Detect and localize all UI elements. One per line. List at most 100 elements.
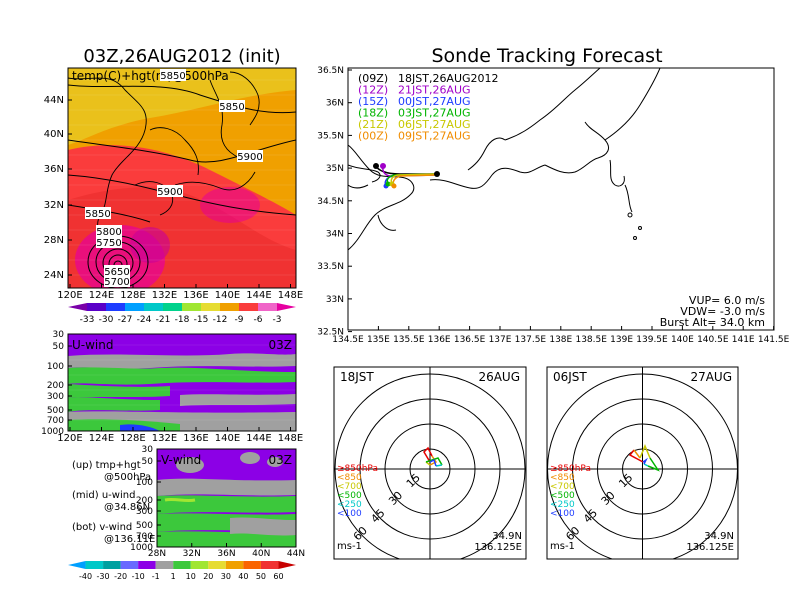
- colorbar-label: -18: [175, 315, 190, 325]
- p-tick-label: 1000: [130, 543, 153, 553]
- lon-tick-label: 136.5E: [454, 335, 486, 345]
- hodo-trace: [429, 455, 438, 466]
- hodo-unit: ms-1: [337, 541, 362, 552]
- hodo-level: <250: [337, 500, 362, 510]
- colorbar-label: -30: [97, 572, 110, 581]
- lon-tick-label: 120E: [57, 290, 82, 301]
- legend-mid: (mid) u-wind: [72, 490, 135, 501]
- colorbar-swatch: [87, 303, 106, 311]
- colorbar-swatch: [190, 561, 209, 569]
- lon-tick-label: 136E: [183, 433, 208, 444]
- lon-tick-label: 140.5E: [697, 335, 729, 345]
- p-tick-label: 700: [47, 416, 64, 426]
- hodo-lat: 34.9N: [492, 531, 522, 542]
- p-tick-label: 200: [136, 496, 153, 506]
- colorbar-label: -27: [118, 315, 133, 325]
- legend-time: 06JST,27AUG: [398, 118, 471, 131]
- track-point: [373, 163, 379, 169]
- p-tick-label: 30: [142, 445, 154, 455]
- p-tick-label: 500: [136, 521, 153, 531]
- launch-point: [434, 171, 440, 177]
- lon-tick-label: 141.5E: [758, 335, 790, 345]
- p-tick-label: 50: [53, 342, 65, 352]
- legend-up2: @500hPa: [104, 472, 151, 483]
- track-point: [385, 181, 391, 187]
- track-panel: (09Z) 18JST,26AUG2012 (12Z) 21JST,26AUG (15Z…: [317, 66, 789, 345]
- lon-tick-label: 137.5E: [515, 335, 547, 345]
- lat-tick-label: 32N: [44, 200, 64, 211]
- contour-label: 5850: [219, 102, 244, 113]
- hodo-level: <100: [337, 509, 362, 519]
- colorbar-label: 40: [238, 572, 248, 581]
- hodo-trace: [429, 458, 437, 467]
- colorbar-label: -9: [235, 315, 244, 325]
- lat-tick-label: 36N: [326, 99, 344, 109]
- lon-tick-label: 139.5E: [636, 335, 668, 345]
- lat-tick-label: 33.5N: [317, 262, 344, 272]
- colorbar-label: -24: [137, 315, 152, 325]
- wind-colorbar: -40 -30 -20 -10 -1 1 10 20 30 40 50 60: [68, 561, 296, 581]
- p-tick-label: 1000: [41, 427, 64, 437]
- vwind-time: 03Z: [269, 453, 293, 467]
- hodo-lat: 34.9N: [704, 531, 734, 542]
- hodo-level: <850: [337, 473, 362, 483]
- lat-tick-label: 36N: [44, 164, 64, 175]
- colorbar-swatch: [277, 303, 296, 311]
- colorbar-swatch: [68, 561, 86, 569]
- lat-tick-label: 44N: [287, 549, 305, 559]
- hodo-time: 18JST: [340, 370, 374, 384]
- contour-label: 5900: [237, 152, 262, 163]
- hodo-date: 27AUG: [690, 370, 732, 384]
- legend-time: 18JST,26AUG2012: [398, 72, 499, 85]
- track-legend: (09Z) 18JST,26AUG2012 (12Z) 21JST,26AUG (15Z…: [358, 72, 499, 143]
- legend-bot2: @136.11E: [104, 534, 155, 545]
- lon-tick-label: 128E: [120, 290, 145, 301]
- lon-tick-label: 120E: [57, 433, 82, 444]
- hodo-trace: [639, 444, 651, 459]
- lat-tick-label: 34N: [326, 230, 344, 240]
- lon-tick-label: 140E: [215, 433, 240, 444]
- colorbar-swatch: [103, 561, 121, 569]
- temp-lon-ticks: 120E 124E 128E 132E 136E 140E 144E 148E: [57, 284, 303, 301]
- hodo-trace: [425, 457, 443, 466]
- colorbar-swatch: [173, 561, 191, 569]
- hodo-level: ≥850hPa: [550, 464, 591, 474]
- legend-time: 09JST,27AUG: [398, 130, 471, 143]
- lon-tick-label: 128E: [120, 433, 145, 444]
- p-tick-label: 300: [47, 392, 64, 402]
- p-tick-label: 700: [136, 532, 153, 542]
- colorbar-swatch: [225, 561, 244, 569]
- page-title: Sonde Tracking Forecast: [431, 45, 662, 67]
- lat-tick-label: 32N: [183, 549, 201, 559]
- lat-tick-label: 24N: [44, 270, 64, 281]
- temp-field: [68, 68, 296, 288]
- lon-tick-label: 148E: [278, 433, 303, 444]
- hodo-lon: 136.125E: [474, 542, 522, 553]
- colorbar-swatch: [208, 561, 226, 569]
- lon-tick-label: 124E: [89, 290, 114, 301]
- lon-tick-label: 137E: [489, 335, 512, 345]
- hodo-level: <850: [550, 473, 575, 483]
- p-tick-label: 100: [47, 362, 64, 372]
- lat-tick-label: 36.5N: [317, 66, 344, 76]
- left-title: 03Z,26AUG2012 (init): [83, 46, 280, 67]
- hodo-level: <500: [337, 491, 362, 501]
- hodo-unit: ms-1: [550, 541, 575, 552]
- hodo-level: <100: [550, 509, 575, 519]
- hodo-trace: [633, 449, 641, 459]
- lon-tick-label: 140E: [215, 290, 240, 301]
- lon-tick-label: 140E: [671, 335, 694, 345]
- p-tick-label: 100: [136, 478, 153, 488]
- lon-tick-label: 144E: [246, 290, 271, 301]
- legend-code: (21Z): [358, 118, 388, 131]
- track-coastline: [348, 68, 661, 251]
- colorbar-swatch: [68, 303, 87, 311]
- track-lat-ticks: 36.5N 36N 35.5N 35N 34.5N 34N 33.5N 33N 32.5N: [317, 66, 352, 338]
- lon-tick-label: 139E: [610, 335, 633, 345]
- vwind-label: V-wind: [161, 453, 201, 467]
- legend-time: 00JST,27AUG: [398, 95, 471, 108]
- lat-tick-label: 44N: [44, 95, 64, 106]
- uwind-time: 03Z: [269, 338, 293, 352]
